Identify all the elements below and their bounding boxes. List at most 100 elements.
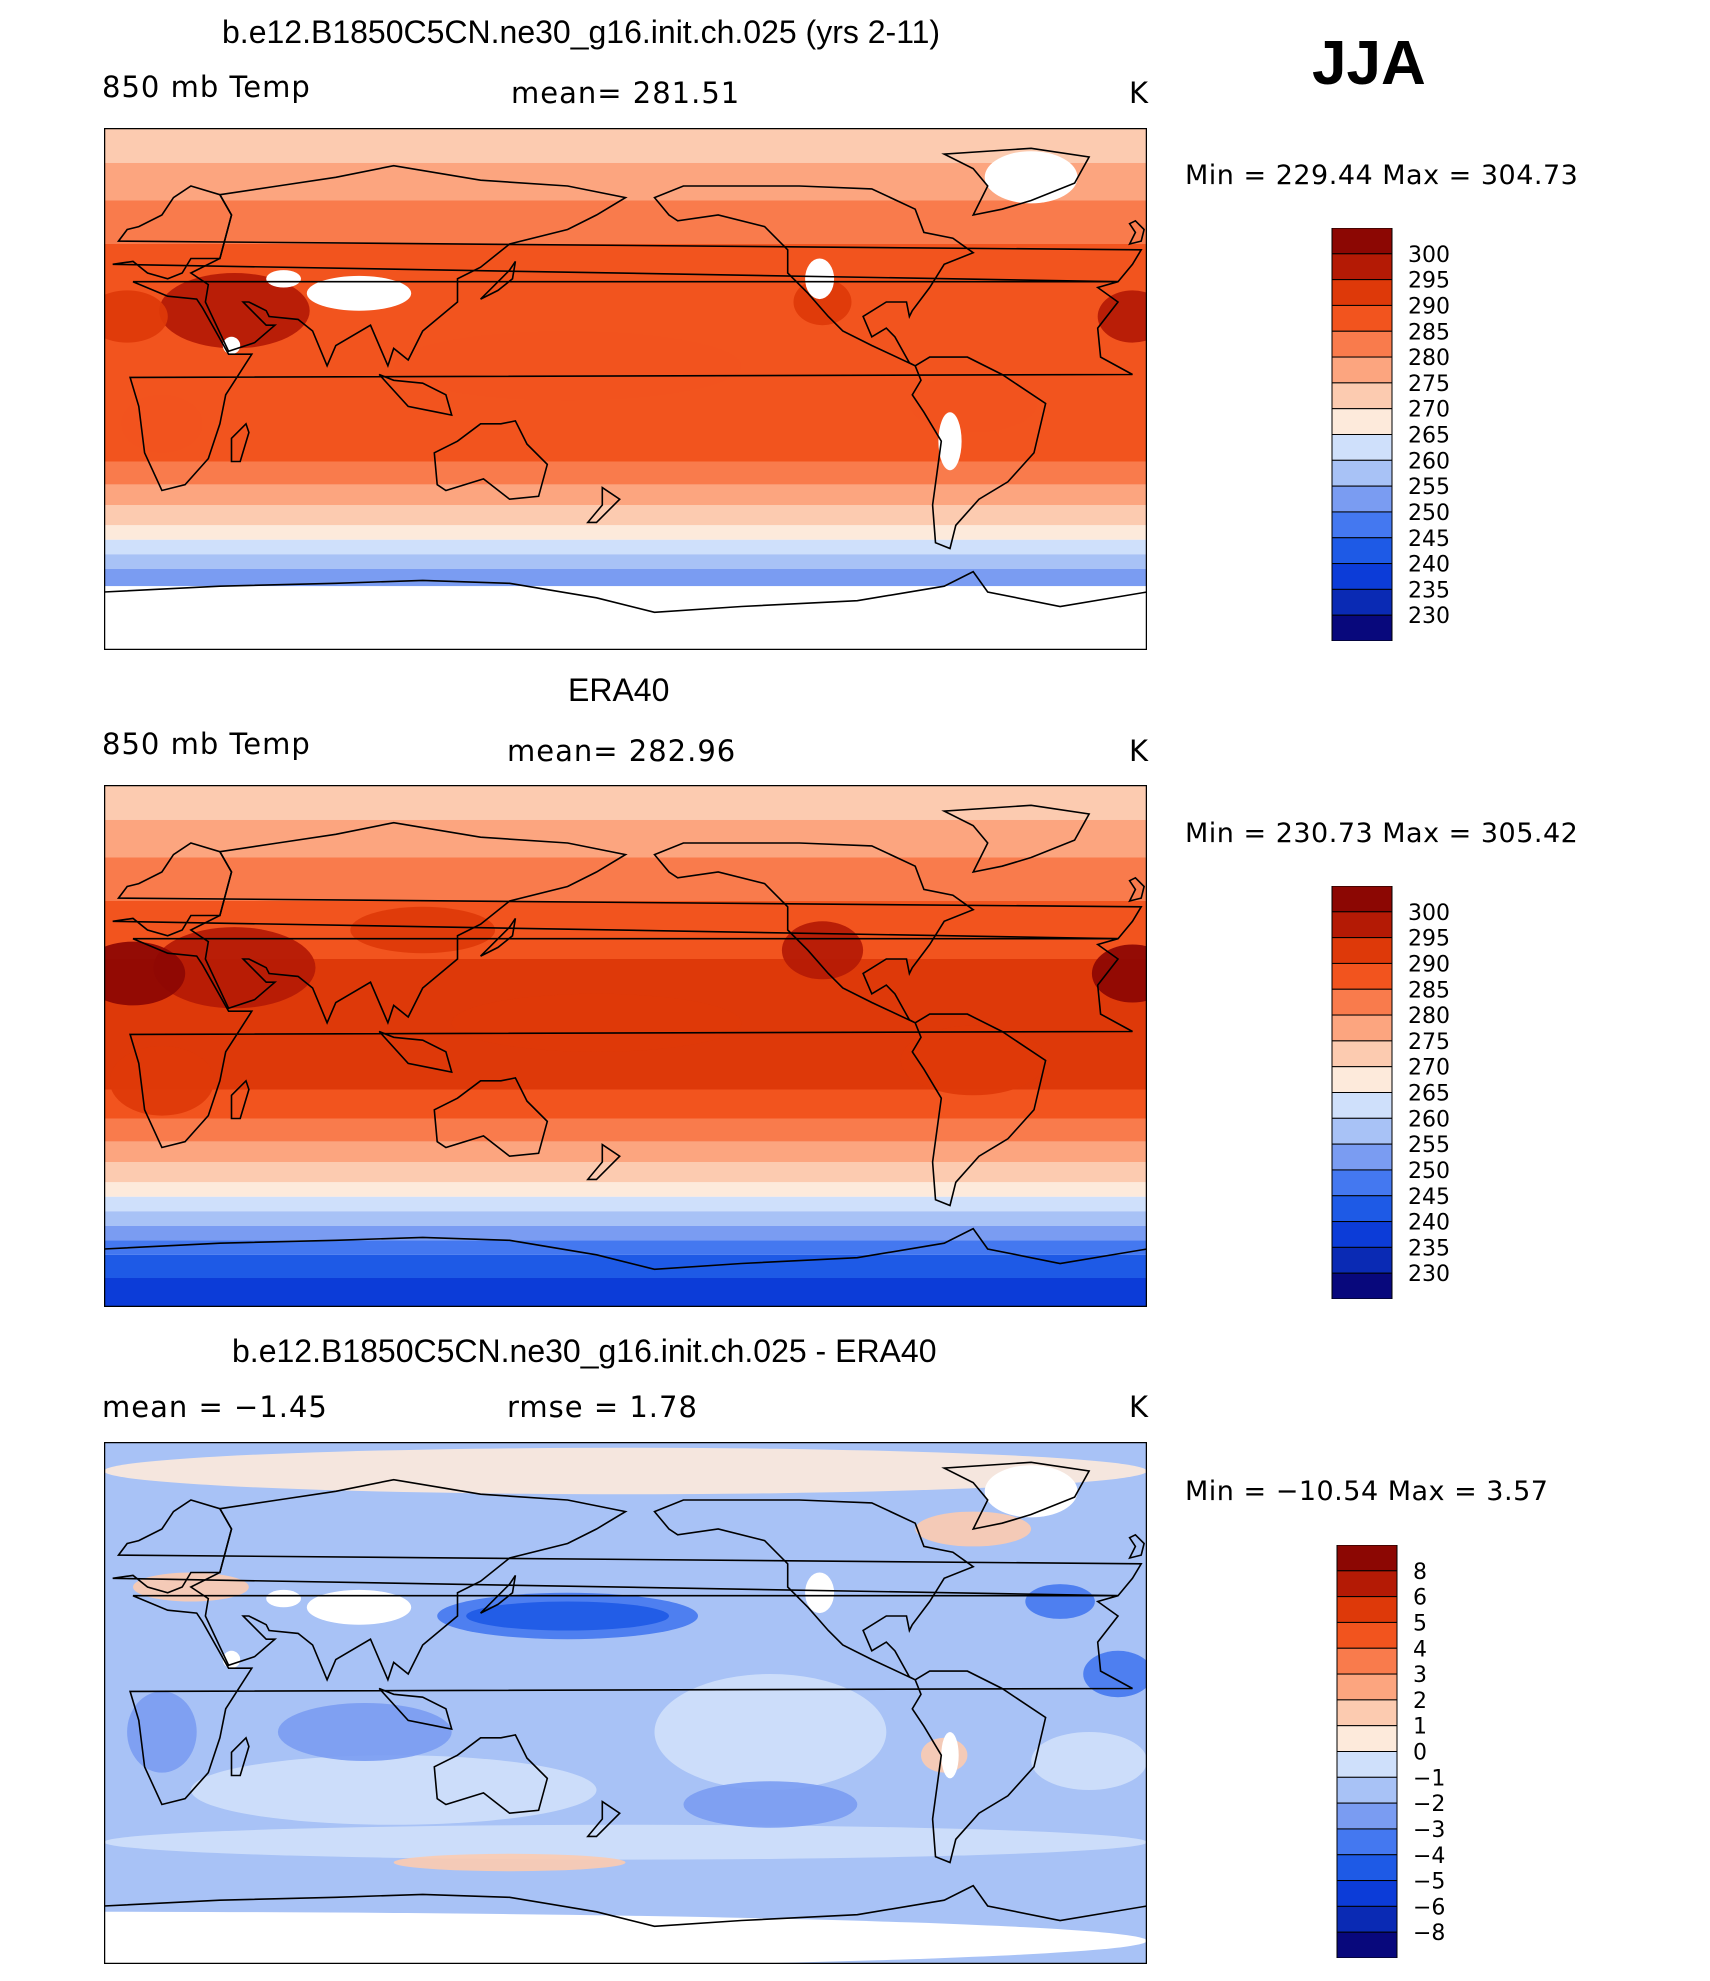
map-frame xyxy=(104,785,1147,1307)
colorbar-box xyxy=(1331,886,1393,913)
colorbar-tick-label: 255 xyxy=(1408,1133,1450,1158)
continent-japan xyxy=(480,260,517,300)
colorbar-tick-label: 240 xyxy=(1408,553,1450,578)
panel-diff-map xyxy=(104,1442,1147,1964)
continent-madagascar xyxy=(230,1079,250,1120)
field-band xyxy=(104,819,1147,858)
colorbar-tick-label: 280 xyxy=(1408,1004,1450,1029)
warm-regions xyxy=(104,273,1147,453)
field-band xyxy=(104,484,1147,505)
colorbar-tick-label: 0 xyxy=(1413,1741,1427,1766)
map-frame xyxy=(104,1442,1147,1964)
warm-region xyxy=(104,290,168,343)
diff-regions xyxy=(104,1447,1147,1872)
field-band xyxy=(104,1254,1147,1278)
colorbar-tick-label: 285 xyxy=(1408,320,1450,345)
panel-obs-map xyxy=(104,785,1147,1307)
colorbar-box xyxy=(1331,459,1393,487)
masked-topography xyxy=(222,151,1078,471)
colorbar-box xyxy=(1336,1570,1398,1598)
colorbar-box xyxy=(1336,1545,1398,1572)
colorbar-tick-label: 245 xyxy=(1408,527,1450,552)
colorbar-box xyxy=(1331,279,1393,306)
continent-africa xyxy=(129,280,1133,492)
colorbar-box xyxy=(1331,1221,1393,1248)
colorbar-tick-label: 245 xyxy=(1408,1185,1450,1210)
colorbar-box xyxy=(1331,588,1393,616)
panel-model-left-label: 850 mb Temp xyxy=(102,70,311,104)
field-band xyxy=(104,554,1147,569)
continent-asia xyxy=(189,164,628,369)
continent-antarctica xyxy=(104,1227,1147,1271)
colorbar-tick-label: 1 xyxy=(1413,1715,1427,1740)
field-band xyxy=(104,200,1147,244)
masked-region xyxy=(938,412,962,471)
continent-australia xyxy=(433,1076,549,1158)
continent-antarctica xyxy=(104,570,1147,614)
colorbar-tick-label: −5 xyxy=(1413,1870,1445,1895)
colorbar-box xyxy=(1331,485,1393,513)
colorbar-box xyxy=(1336,1725,1398,1753)
field-band xyxy=(104,525,1147,540)
colorbar-box xyxy=(1336,1596,1398,1623)
warm-region xyxy=(781,921,864,980)
colorbar-tick-label: 260 xyxy=(1408,1107,1450,1132)
colorbar-tick-label: 275 xyxy=(1408,372,1450,397)
diff-region xyxy=(466,1601,669,1631)
colorbar-tick-label: 5 xyxy=(1413,1611,1427,1636)
continent-nz xyxy=(586,486,621,524)
panel-model-map xyxy=(104,128,1147,650)
colorbar-box xyxy=(1331,304,1393,332)
colorbar-box xyxy=(1331,382,1393,410)
warm-region xyxy=(393,331,742,401)
continent-asia xyxy=(189,1478,628,1683)
colorbar-tick-label: 255 xyxy=(1408,475,1450,500)
colorbar-tick-label: 250 xyxy=(1408,1159,1450,1184)
colorbar-box xyxy=(1331,330,1393,358)
panel-obs-left-label: 850 mb Temp xyxy=(102,727,311,761)
panel-obs-colorbar: 3002952902852802752702652602552502452402… xyxy=(1331,886,1450,1299)
colorbar-box xyxy=(1331,1272,1393,1299)
colorbar-ticks: 3002952902852802752702652602552502452402… xyxy=(1408,243,1450,629)
continent-madagascar xyxy=(230,422,250,463)
colorbar-box xyxy=(1336,1905,1398,1933)
continent-nz xyxy=(586,1800,621,1838)
colorbar-box xyxy=(1331,1092,1393,1119)
panel-model-mean-label: mean= 281.51 xyxy=(511,76,741,110)
field-band xyxy=(104,1196,1147,1212)
panel-model-minmax: Min = 229.44 Max = 304.73 xyxy=(1185,160,1579,191)
panel-diff-title: b.e12.B1850C5CN.ne30_g16.init.ch.025 - E… xyxy=(232,1333,937,1369)
colorbar-tick-label: 265 xyxy=(1408,424,1450,449)
colorbar-box xyxy=(1331,911,1393,939)
continent-greenland xyxy=(941,147,1091,217)
warm-region xyxy=(109,1046,215,1116)
diff-region xyxy=(104,1824,1147,1860)
colorbar-boxes xyxy=(1331,886,1393,1299)
colorbar-box xyxy=(1331,937,1393,964)
colorbar-box xyxy=(1331,1117,1393,1145)
diff-region xyxy=(683,1781,858,1828)
colorbar-tick-label: 290 xyxy=(1408,294,1450,319)
warm-regions xyxy=(104,906,1147,1116)
continent-namerica xyxy=(653,1499,975,1681)
colorbar-tick-label: 230 xyxy=(1408,604,1450,629)
colorbar-box xyxy=(1331,537,1393,565)
warm-region xyxy=(1091,944,1147,1003)
colorbar-box xyxy=(1331,988,1393,1016)
continent-samerica xyxy=(911,356,1047,550)
continent-indonesia xyxy=(378,373,453,417)
field-band xyxy=(104,568,1147,587)
panel-obs-minmax: Min = 230.73 Max = 305.42 xyxy=(1185,818,1579,849)
diff-region xyxy=(393,1853,626,1872)
map-frame xyxy=(104,128,1147,650)
warm-region xyxy=(121,394,203,453)
colorbar-tick-label: 295 xyxy=(1408,269,1450,294)
masked-region xyxy=(306,275,412,311)
field-band xyxy=(104,1182,1147,1197)
continent-indonesia xyxy=(378,1030,453,1074)
continent-outlines xyxy=(104,147,1147,614)
colorbar-box xyxy=(1336,1854,1398,1882)
colorbar-box xyxy=(1336,1828,1398,1856)
